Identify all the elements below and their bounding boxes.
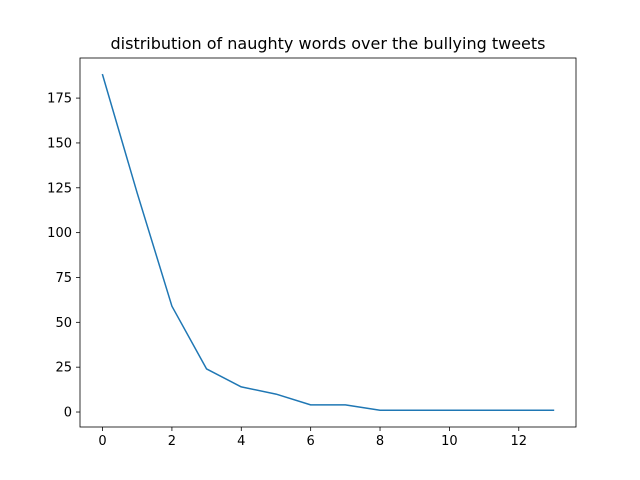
- x-tick-label: 12: [510, 434, 527, 449]
- axes-frame: [79, 57, 577, 428]
- y-tick-label: 150: [47, 136, 72, 151]
- y-tick-label: 25: [55, 361, 72, 376]
- x-tick-label: 0: [98, 434, 106, 449]
- y-tick-label: 0: [64, 406, 72, 421]
- x-tick-label: 6: [307, 434, 315, 449]
- y-tick-label: 100: [47, 226, 72, 241]
- y-tick-label: 50: [55, 316, 72, 331]
- y-tick-label: 175: [47, 92, 72, 107]
- x-tick-label: 10: [441, 434, 458, 449]
- chart-title: distribution of naughty words over the b…: [111, 34, 546, 53]
- x-tick-label: 8: [376, 434, 384, 449]
- series-line-0: [101, 73, 555, 411]
- plot-area: 0 2 4 6 8 10 12 0 25 50 75 100 125 150 175: [47, 57, 577, 449]
- y-tick-label: 125: [47, 181, 72, 196]
- x-tick-label: 2: [168, 434, 176, 449]
- x-tick-label: 4: [237, 434, 245, 449]
- y-tick-label: 75: [55, 271, 72, 286]
